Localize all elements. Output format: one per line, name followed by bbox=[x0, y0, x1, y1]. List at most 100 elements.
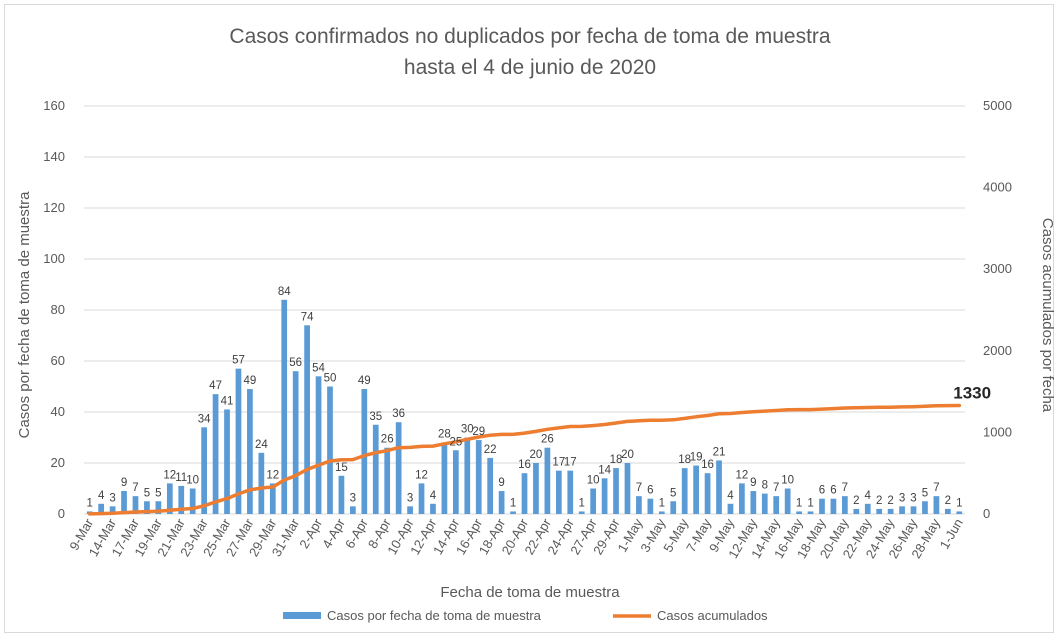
data-label-9: 10 bbox=[186, 475, 199, 487]
data-label-27: 36 bbox=[392, 408, 405, 420]
bar-62 bbox=[796, 511, 802, 514]
line-series bbox=[87, 403, 962, 516]
bar-72 bbox=[910, 506, 917, 514]
bar-74 bbox=[933, 496, 940, 514]
data-label-58: 9 bbox=[750, 477, 756, 489]
bar-75 bbox=[944, 508, 951, 514]
bar-67 bbox=[853, 508, 860, 514]
data-label-63: 1 bbox=[807, 497, 813, 509]
data-label-0: 1 bbox=[87, 497, 93, 509]
data-label-31: 28 bbox=[438, 429, 451, 441]
data-label-22: 15 bbox=[335, 462, 348, 474]
data-label-13: 57 bbox=[232, 355, 245, 367]
y-tick-label-120: 120 bbox=[43, 200, 65, 215]
bar-23 bbox=[350, 506, 356, 514]
data-label-50: 1 bbox=[659, 497, 665, 509]
data-label-45: 14 bbox=[598, 464, 611, 476]
data-label-19: 74 bbox=[301, 311, 314, 323]
bar-33 bbox=[464, 437, 471, 514]
bar-22 bbox=[338, 475, 345, 514]
data-label-11: 47 bbox=[209, 380, 222, 392]
bar-2 bbox=[109, 506, 116, 514]
x-axis-ticks: 9-Mar14-Mar17-Mar19-Mar21-Mar23-Mar25-Ma… bbox=[66, 515, 966, 561]
bar-20 bbox=[315, 376, 322, 514]
bar-68 bbox=[864, 503, 871, 514]
data-label-43: 1 bbox=[579, 497, 585, 509]
bar-57 bbox=[739, 483, 745, 514]
y2-tick-label-1000: 1000 bbox=[983, 424, 1012, 439]
data-label-38: 16 bbox=[518, 459, 531, 471]
bar-37 bbox=[510, 511, 516, 514]
bar-17 bbox=[281, 299, 288, 514]
data-label-8: 11 bbox=[175, 472, 187, 484]
data-label-67: 2 bbox=[853, 495, 859, 507]
bar-47 bbox=[624, 463, 631, 514]
data-label-25: 35 bbox=[369, 411, 382, 423]
bar-65 bbox=[830, 498, 837, 514]
y-tick-label-0: 0 bbox=[58, 506, 65, 521]
data-label-6: 5 bbox=[155, 487, 161, 499]
data-label-36: 9 bbox=[498, 477, 504, 489]
data-label-23: 3 bbox=[350, 492, 356, 504]
data-label-73: 5 bbox=[922, 487, 928, 499]
data-label-37: 1 bbox=[510, 497, 516, 509]
data-label-51: 5 bbox=[670, 487, 676, 499]
x-tick-label-1-Jun: 1-Jun bbox=[937, 516, 966, 552]
data-label-3: 9 bbox=[121, 477, 127, 489]
legend: Casos por fecha de toma de muestra Casos… bbox=[283, 608, 768, 623]
data-label-56: 4 bbox=[727, 490, 734, 502]
bar-45 bbox=[601, 478, 608, 514]
bar-40 bbox=[544, 447, 551, 514]
data-label-29: 12 bbox=[415, 469, 428, 481]
data-label-70: 2 bbox=[887, 495, 893, 507]
data-label-35: 22 bbox=[484, 444, 497, 456]
bar-54 bbox=[704, 473, 711, 514]
data-label-59: 8 bbox=[762, 480, 768, 492]
data-label-54: 16 bbox=[701, 459, 714, 471]
data-label-46: 18 bbox=[610, 454, 623, 466]
bar-56 bbox=[727, 503, 734, 514]
data-label-34: 29 bbox=[472, 426, 485, 438]
bar-59 bbox=[761, 493, 768, 514]
bar-61 bbox=[784, 488, 791, 514]
y2-tick-label-0: 0 bbox=[983, 506, 990, 521]
x-axis-title: Fecha de toma de muestra bbox=[440, 584, 620, 601]
bar-19 bbox=[304, 325, 310, 514]
bar-41 bbox=[555, 470, 562, 514]
data-label-33: 30 bbox=[461, 424, 474, 436]
bar-16 bbox=[269, 483, 276, 514]
bar-32 bbox=[452, 450, 459, 514]
bar-53 bbox=[693, 465, 699, 514]
legend-swatch-bars bbox=[283, 612, 321, 619]
y-axis-right-ticks: 0 1000 2000 3000 4000 5000 bbox=[983, 98, 1012, 521]
data-label-10: 34 bbox=[198, 413, 211, 425]
gridlines bbox=[84, 105, 965, 515]
bar-11 bbox=[212, 394, 219, 514]
y-tick-label-100: 100 bbox=[43, 251, 65, 266]
data-label-48: 7 bbox=[636, 482, 642, 494]
cumulative-final-label: 1330 bbox=[953, 383, 991, 402]
chart-title-line-2: hasta el 4 de junio de 2020 bbox=[404, 56, 656, 79]
data-label-60: 7 bbox=[773, 482, 779, 494]
data-label-39: 20 bbox=[530, 449, 543, 461]
data-label-69: 2 bbox=[876, 495, 882, 507]
data-label-55: 21 bbox=[713, 446, 726, 458]
bar-9 bbox=[189, 488, 196, 514]
data-label-52: 18 bbox=[678, 454, 691, 466]
bar-25 bbox=[372, 424, 379, 514]
bar-8 bbox=[178, 485, 185, 514]
bar-70 bbox=[887, 508, 894, 514]
bar-48 bbox=[636, 496, 642, 514]
bar-24 bbox=[361, 389, 368, 514]
data-label-61: 10 bbox=[781, 475, 794, 487]
data-label-44: 10 bbox=[587, 475, 600, 487]
bar-66 bbox=[842, 496, 848, 514]
bar-21 bbox=[327, 386, 333, 514]
y-tick-label-160: 160 bbox=[43, 98, 65, 113]
data-label-64: 6 bbox=[819, 485, 825, 497]
data-label-21: 50 bbox=[324, 373, 337, 385]
data-label-12: 41 bbox=[221, 395, 234, 407]
y2-tick-label-4000: 4000 bbox=[983, 180, 1012, 195]
bar-3 bbox=[121, 491, 127, 514]
y-tick-label-140: 140 bbox=[43, 149, 65, 164]
